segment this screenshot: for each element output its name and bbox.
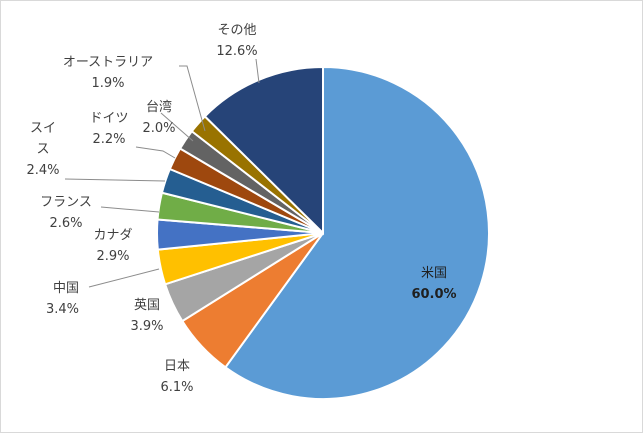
data-label-category-8: ドイツ	[89, 111, 128, 126]
data-label-value-10: 1.9%	[91, 76, 124, 91]
data-label-category-2: 日本	[164, 359, 190, 374]
data-label-category-9: 台湾	[146, 99, 172, 115]
data-label-category-5: カナダ	[93, 228, 132, 243]
data-label-category-6: フランス	[40, 195, 92, 210]
data-label-category-4: 中国	[53, 281, 79, 296]
pie-slice-1	[224, 65, 490, 400]
leader-line-10	[179, 65, 206, 132]
leader-line-4	[88, 268, 160, 288]
data-label-value-7: 2.4%	[26, 163, 59, 178]
data-label-category-3: 英国	[134, 298, 160, 313]
leader-line-9	[160, 112, 194, 142]
leader-line-6	[100, 206, 160, 213]
data-label-category-7-1: スイ	[30, 121, 56, 136]
leader-line-11	[255, 58, 260, 84]
data-label-value-1: 60.0%	[411, 287, 456, 302]
data-label-category-11: その他	[217, 23, 256, 38]
data-label-value-5: 2.9%	[96, 249, 129, 264]
data-label-category-7-2: ス	[36, 142, 49, 157]
data-label-value-11: 12.6%	[216, 44, 257, 59]
data-label-category-1: 米国	[421, 266, 447, 281]
leader-line-8	[135, 146, 176, 159]
data-label-value-8: 2.2%	[92, 132, 125, 147]
data-label-value-2: 6.1%	[160, 380, 193, 395]
data-label-value-9: 2.0%	[142, 121, 175, 136]
leader-line-7	[64, 178, 166, 182]
data-label-value-6: 2.6%	[49, 216, 82, 231]
data-label-category-10: オーストラリア	[63, 55, 153, 70]
data-label-value-3: 3.9%	[130, 319, 163, 334]
data-label-value-4: 3.4%	[46, 302, 79, 317]
